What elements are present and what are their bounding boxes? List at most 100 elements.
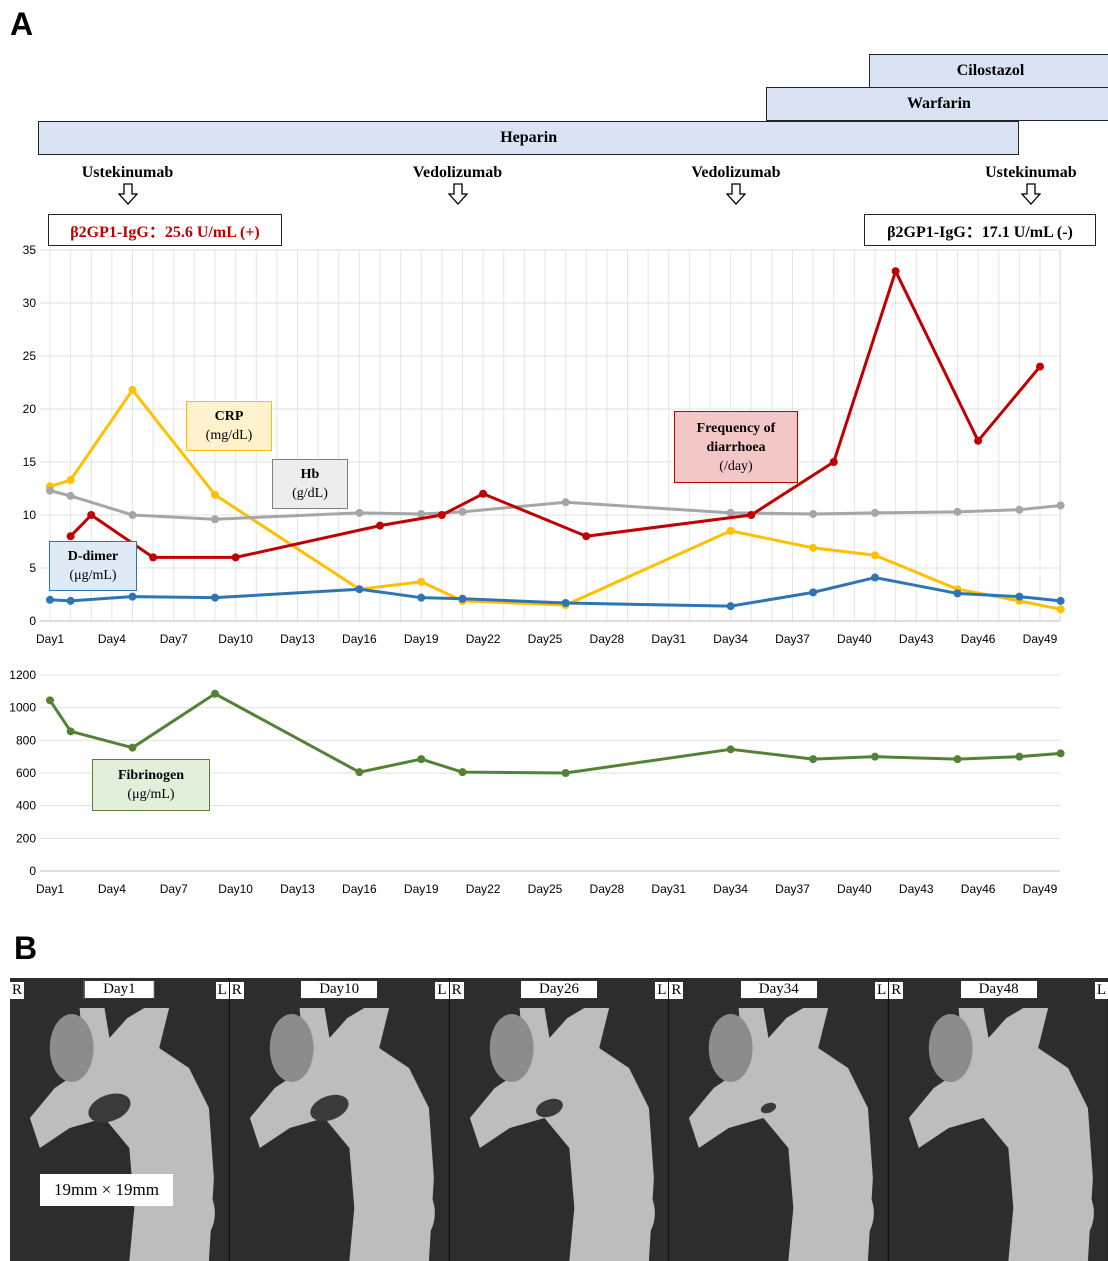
ct-day-label: Day10	[300, 980, 379, 999]
ct-scan-image	[889, 978, 1108, 1261]
x-tick-label: Day43	[899, 632, 934, 646]
data-point	[829, 458, 838, 466]
data-point	[149, 553, 158, 562]
legend-diarrhoea-unit: (/day)	[719, 458, 753, 474]
injection-label-2: Vedolizumab	[691, 164, 781, 181]
data-point	[1056, 501, 1065, 510]
data-point	[726, 745, 735, 754]
ct-right-marker: R	[889, 982, 904, 999]
ct-left-marker: L	[655, 982, 669, 999]
data-point	[1056, 596, 1065, 605]
y-tick-label: 5	[29, 561, 36, 575]
data-point	[561, 598, 570, 607]
down-arrow-icon	[1020, 183, 1041, 205]
data-point	[726, 602, 735, 611]
y-tick-label: 600	[16, 766, 36, 780]
data-point	[871, 573, 879, 582]
data-point	[66, 491, 75, 500]
x-tick-label: Day31	[651, 882, 686, 896]
data-point	[871, 508, 879, 517]
legend-hb-unit: (g/dL)	[292, 486, 328, 501]
data-point	[582, 532, 591, 541]
ct-frame: Day48 R L	[888, 978, 1108, 1261]
panel-b-label: B	[14, 930, 38, 966]
ct-scan-image	[229, 978, 449, 1261]
b2gp1-before-box: β2GP1-IgG：25.6 U/mL (+)	[48, 214, 282, 246]
y-tick-label: 35	[23, 243, 37, 257]
data-point	[211, 689, 219, 698]
data-point	[417, 593, 426, 602]
down-arrow-icon	[447, 183, 468, 205]
data-point	[211, 515, 219, 524]
data-point	[458, 594, 467, 603]
data-point	[376, 521, 384, 530]
ct-day-label: Day34	[739, 980, 818, 999]
x-tick-label: Day19	[404, 632, 439, 646]
y-tick-label: 15	[23, 455, 37, 469]
series-line-3	[49, 576, 1061, 608]
x-tick-label: Day40	[837, 632, 872, 646]
data-point	[66, 727, 75, 736]
data-point	[1036, 362, 1044, 371]
data-point	[809, 755, 818, 764]
ct-right-marker: R	[449, 982, 464, 999]
x-tick-label: Day49	[1023, 632, 1058, 646]
data-point	[458, 768, 467, 777]
data-point	[355, 768, 364, 777]
x-tick-label: Day16	[342, 632, 377, 646]
ct-left-marker: L	[1094, 982, 1108, 999]
down-arrow-icon	[117, 183, 138, 205]
x-tick-label: Day10	[218, 632, 253, 646]
data-point	[809, 509, 818, 518]
data-point	[128, 743, 137, 752]
x-tick-label: Day34	[713, 882, 748, 896]
y-tick-label: 25	[23, 349, 37, 363]
legend-crp-unit: (mg/dL)	[205, 428, 253, 443]
series-line-0	[48, 692, 1061, 775]
legend-ddimer-name: D-dimer	[67, 549, 119, 564]
legend-hb-name: Hb	[300, 467, 320, 482]
injection-label-0: Ustekinumab	[81, 164, 174, 181]
x-tick-label: Day1	[36, 882, 64, 896]
x-tick-label: Day37	[775, 882, 810, 896]
data-point	[1015, 752, 1024, 761]
data-point	[871, 551, 879, 560]
ct-scan-image	[669, 978, 889, 1261]
x-tick-label: Day49	[1023, 882, 1058, 896]
data-point	[128, 385, 137, 394]
x-tick-label: Day13	[280, 882, 315, 896]
y-tick-label: 1000	[9, 701, 36, 715]
down-arrow-icon	[725, 183, 746, 205]
legend-crp: CRP (mg/dL)	[186, 401, 272, 451]
injection-label-3: Ustekinumab	[985, 164, 1077, 181]
data-point	[561, 498, 570, 507]
data-point	[46, 595, 54, 604]
ct-day-label: Day26	[519, 980, 598, 999]
ct-left-marker: L	[875, 982, 889, 999]
drug-bar-cilostazol: Cilostazol	[868, 54, 1108, 88]
data-point	[66, 596, 75, 605]
fibrinogen-chart: 0 200 400 600 800 1000 1200 Day1 Day4 Day7 Day10 Da…	[9, 668, 1065, 896]
legend-diarrhoea: Frequency of diarrhoea (/day)	[674, 411, 798, 483]
ct-frame: Day26 R L	[448, 978, 669, 1261]
x-tick-label: Day22	[466, 632, 501, 646]
x-tick-label: Day25	[528, 882, 563, 896]
legend-ddimer: D-dimer (μg/mL)	[49, 541, 137, 591]
x-tick-label: Day16	[342, 882, 377, 896]
b2gp1-before-text: β2GP1-IgG：25.6 U/mL (+)	[70, 224, 260, 241]
ct-left-marker: L	[215, 982, 229, 999]
legend-fibrinogen-name: Fibrinogen	[117, 768, 185, 783]
x-tick-label: Day34	[713, 632, 748, 646]
b2gp1-after-text: β2GP1-IgG：17.1 U/mL (-)	[887, 224, 1073, 241]
x-tick-label: Day4	[98, 882, 126, 896]
ct-frame: Day1 R L 19mm × 19mm	[10, 978, 229, 1261]
data-point	[437, 511, 446, 519]
data-point	[46, 696, 54, 705]
y-tick-label: 400	[16, 799, 36, 813]
y-tick-label: 200	[16, 831, 36, 845]
data-point	[211, 593, 219, 602]
data-point	[1015, 505, 1024, 514]
data-point	[871, 752, 879, 761]
data-point	[809, 588, 818, 597]
x-tick-label: Day13	[280, 632, 315, 646]
